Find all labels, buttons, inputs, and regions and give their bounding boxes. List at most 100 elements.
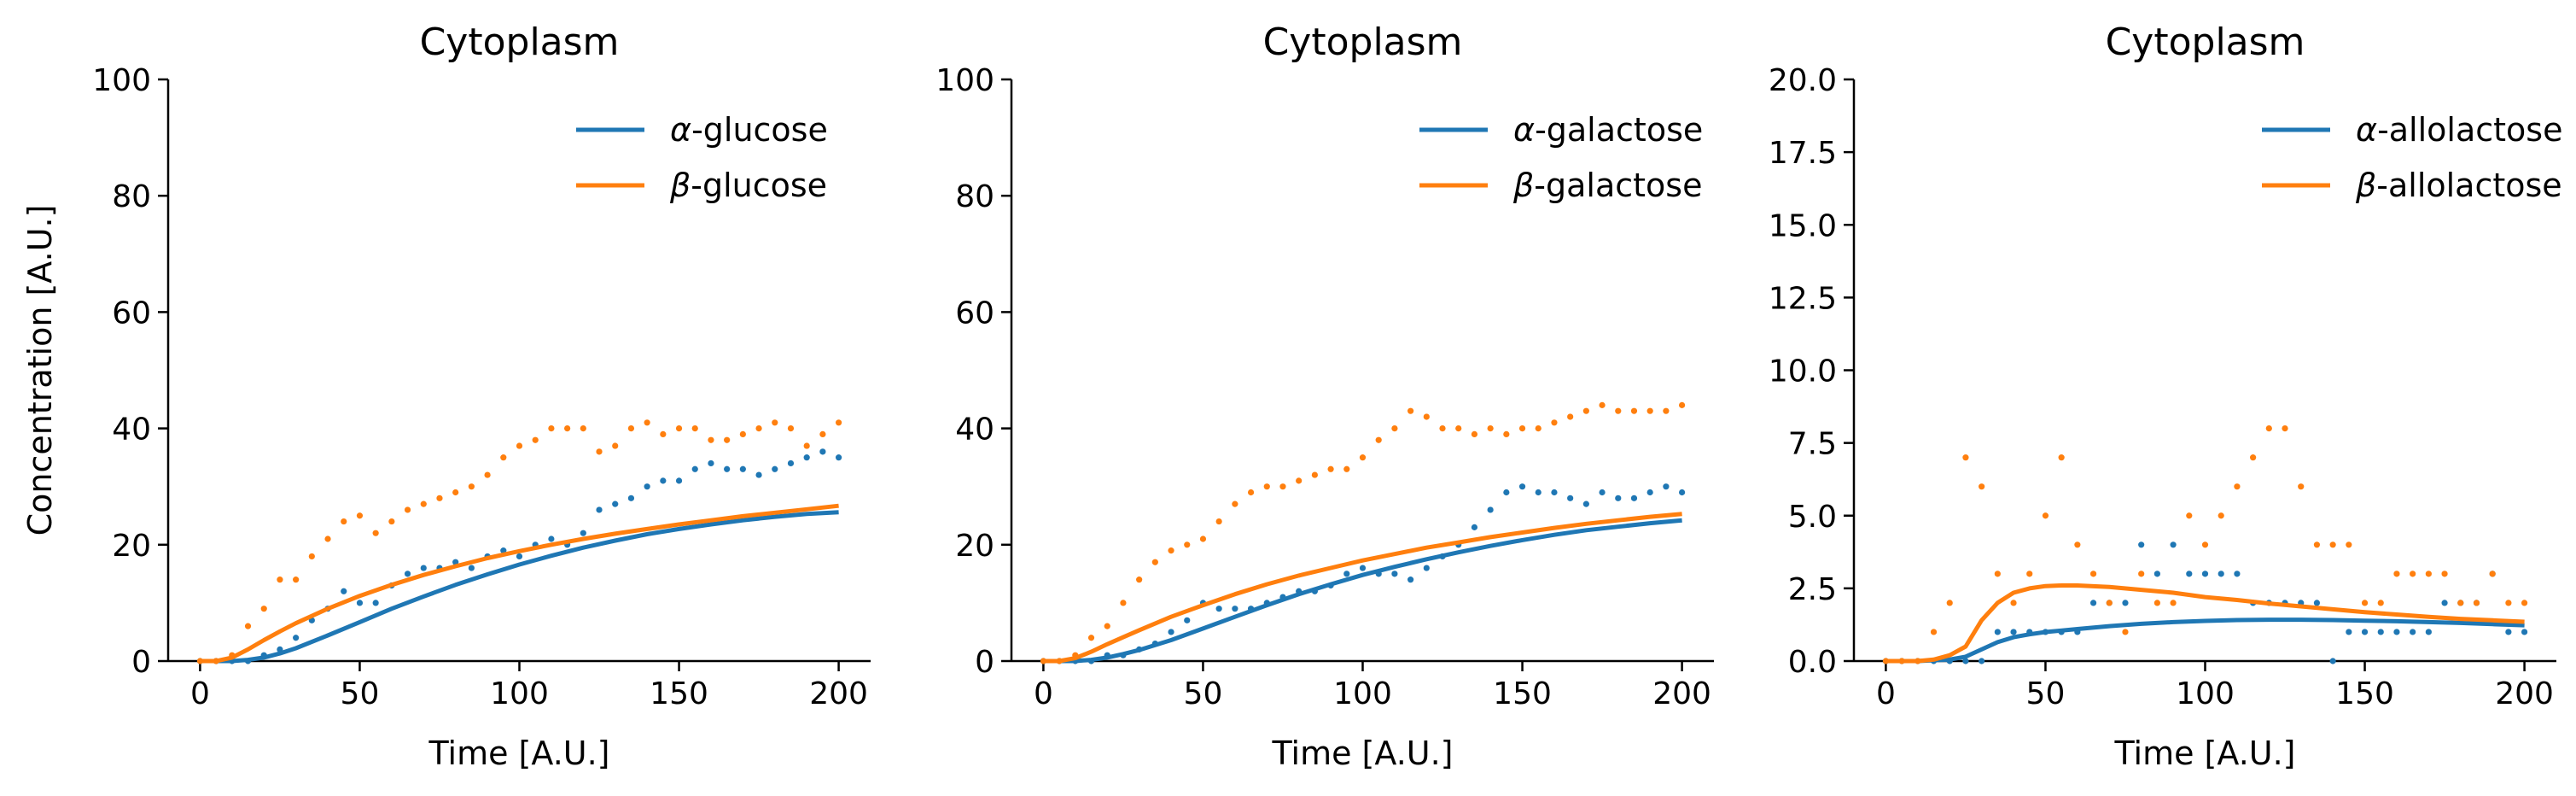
- data-point: [2329, 658, 2336, 664]
- data-point: [1311, 471, 1318, 478]
- data-point: [1599, 489, 1606, 496]
- x-tick-label: 0: [190, 676, 210, 711]
- data-point: [2186, 512, 2193, 519]
- x-tick-label: 150: [650, 676, 708, 711]
- data-point: [1120, 600, 1127, 606]
- data-point: [2457, 600, 2464, 606]
- y-tick-label: 2.5: [1788, 572, 1837, 607]
- data-point: [1471, 430, 1478, 438]
- data-point: [1247, 489, 1255, 496]
- data-point: [372, 600, 379, 606]
- data-point: [1168, 629, 1174, 635]
- data-point: [1423, 413, 1430, 420]
- data-point: [2234, 571, 2241, 577]
- series-allolactose-alpha: [1882, 541, 2528, 664]
- data-point: [1487, 506, 1494, 513]
- legend-name: -galactose: [1535, 111, 1703, 149]
- x-axis-label: Time [A.U.]: [1271, 735, 1453, 772]
- data-point: [2186, 571, 2193, 577]
- data-point: [1551, 489, 1558, 496]
- data-point: [1184, 617, 1191, 623]
- x-tick-label: 50: [1184, 676, 1223, 711]
- data-point: [580, 425, 586, 432]
- data-point: [2489, 571, 2496, 577]
- data-point: [1184, 541, 1191, 548]
- data-point: [1678, 489, 1686, 496]
- data-point: [260, 606, 267, 612]
- y-tick-label: 40: [112, 413, 151, 448]
- data-point: [2282, 425, 2288, 432]
- data-point: [1518, 425, 1526, 432]
- y-tick-label: 40: [955, 413, 994, 448]
- x-tick-label: 100: [490, 676, 549, 711]
- y-tick-label: 20: [112, 529, 151, 564]
- data-point: [1215, 606, 1222, 612]
- data-point: [516, 553, 523, 560]
- data-point: [1151, 559, 1158, 565]
- data-point: [2473, 600, 2480, 606]
- data-point: [1215, 518, 1222, 525]
- legend-name: -glucose: [691, 111, 828, 149]
- x-tick-label: 200: [2495, 676, 2554, 711]
- data-point: [1136, 577, 1143, 583]
- data-point: [2425, 571, 2432, 577]
- y-tick-label: 5.0: [1788, 500, 1837, 535]
- data-point: [596, 448, 603, 455]
- data-point: [2250, 454, 2257, 461]
- data-point: [1471, 524, 1478, 530]
- y-tick-label: 60: [112, 296, 151, 331]
- data-point: [244, 623, 252, 629]
- data-point: [2122, 600, 2129, 606]
- series-glucose-alpha: [196, 448, 842, 664]
- data-point: [1232, 606, 1238, 612]
- data-point: [2377, 600, 2384, 606]
- data-point: [2106, 600, 2113, 606]
- legend-greek-letter: β: [669, 167, 691, 204]
- data-point: [2138, 541, 2145, 548]
- legend-greek-letter: α: [2356, 111, 2377, 149]
- data-point: [612, 500, 619, 507]
- data-point: [1391, 571, 1398, 577]
- data-point: [1599, 401, 1606, 408]
- data-point: [2218, 512, 2224, 519]
- y-tick-label: 80: [112, 179, 151, 214]
- x-tick-label: 200: [1652, 676, 1711, 711]
- data-point: [404, 506, 411, 513]
- data-point: [2521, 600, 2528, 606]
- data-point: [1535, 425, 1542, 432]
- data-point: [2122, 629, 2129, 635]
- data-point: [660, 477, 667, 484]
- data-point: [2313, 600, 2321, 606]
- x-tick-label: 150: [1493, 676, 1552, 711]
- x-tick-label: 50: [341, 676, 380, 711]
- data-point: [500, 454, 507, 461]
- data-point: [803, 442, 810, 449]
- chart-title: Cytoplasm: [420, 20, 620, 64]
- data-point: [1296, 477, 1303, 484]
- legend-name: -galactose: [1534, 167, 1702, 204]
- data-point: [420, 500, 427, 507]
- data-point: [2042, 512, 2049, 519]
- data-point: [819, 448, 826, 455]
- x-tick-label: 100: [2176, 676, 2235, 711]
- data-point: [2377, 629, 2384, 635]
- data-point: [1327, 465, 1334, 472]
- data-point: [675, 477, 683, 484]
- series-line: [1043, 518, 1682, 664]
- data-point: [691, 425, 698, 432]
- data-point: [1104, 623, 1110, 629]
- y-tick-label: 0: [131, 645, 151, 680]
- chart-title: Cytoplasm: [2106, 20, 2305, 64]
- x-tick-label: 150: [2335, 676, 2394, 711]
- series-galactose-alpha: [1040, 483, 1686, 664]
- data-point: [2313, 541, 2321, 548]
- data-point: [2425, 629, 2432, 635]
- series-line: [1885, 617, 2525, 664]
- data-point: [2393, 629, 2400, 635]
- data-point: [1994, 571, 2001, 577]
- data-point: [2393, 571, 2400, 577]
- data-point: [1423, 565, 1430, 571]
- data-point: [1946, 600, 1953, 606]
- data-point: [2153, 600, 2160, 606]
